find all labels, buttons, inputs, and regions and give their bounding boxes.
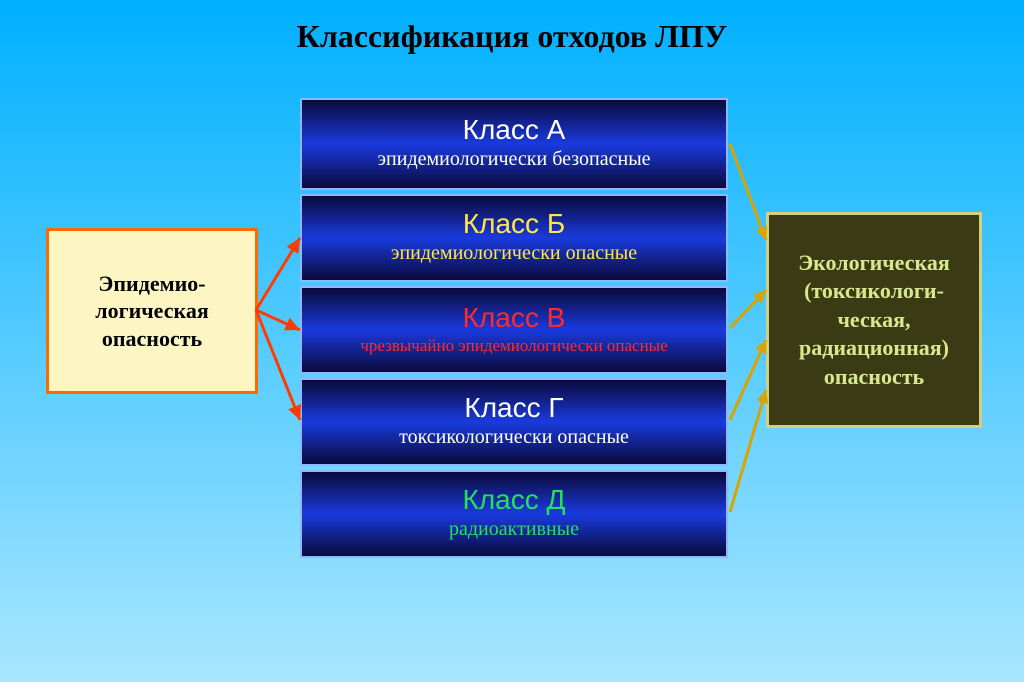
class-title-1: Класс Б [463, 209, 565, 240]
page-title: Классификация отходов ЛПУ [0, 18, 1024, 55]
right-hazard-label: Экологическая (токсикологи- ческая, ради… [798, 249, 949, 392]
left-hazard-label: Эпидемио- логическая опасность [95, 270, 208, 353]
class-sub-4: радиоактивные [449, 518, 579, 541]
class-sub-1: эпидемиологически опасные [391, 242, 637, 265]
class-title-0: Класс А [463, 115, 566, 146]
class-box-2: Класс Вчрезвычайно эпидемиологически опа… [300, 286, 728, 374]
diagram-canvas: Классификация отходов ЛПУ Эпидемио- логи… [0, 0, 1024, 682]
class-title-4: Класс Д [463, 485, 566, 516]
class-box-0: Класс Аэпидемиологически безопасные [300, 98, 728, 190]
right-hazard-box: Экологическая (токсикологи- ческая, ради… [766, 212, 982, 428]
class-title-3: Класс Г [464, 393, 563, 424]
class-sub-3: токсикологически опасные [399, 426, 629, 449]
class-title-2: Класс В [463, 303, 566, 334]
class-box-1: Класс Бэпидемиологически опасные [300, 194, 728, 282]
class-sub-2: чрезвычайно эпидемиологически опасные [360, 336, 667, 356]
class-box-3: Класс Гтоксикологически опасные [300, 378, 728, 466]
class-sub-0: эпидемиологически безопасные [377, 148, 650, 171]
left-hazard-box: Эпидемио- логическая опасность [46, 228, 258, 394]
class-box-4: Класс Драдиоактивные [300, 470, 728, 558]
